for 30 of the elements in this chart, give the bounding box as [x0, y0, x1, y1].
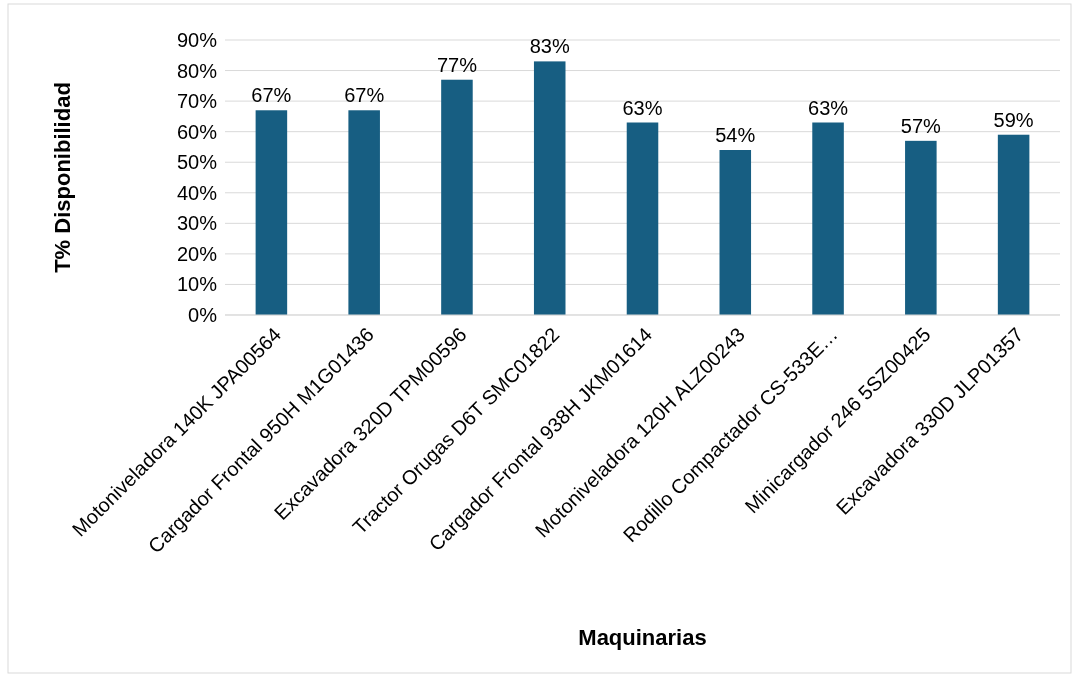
y-tick-label: 30%: [176, 212, 218, 235]
bar: [255, 110, 288, 315]
y-tick-label: 10%: [176, 273, 218, 296]
bar: [348, 110, 380, 315]
y-tick-label: 20%: [176, 242, 218, 265]
data-label: 63%: [622, 96, 663, 119]
data-label: 54%: [715, 124, 756, 146]
bar: [441, 79, 473, 315]
y-tick-label: 0%: [188, 304, 218, 326]
data-label: 67%: [251, 84, 292, 107]
x-axis-title: Maquinarias: [578, 625, 707, 650]
data-label: 77%: [436, 53, 478, 76]
data-label: 83%: [529, 35, 570, 58]
bar: [997, 134, 1030, 315]
y-tick-label: 40%: [176, 181, 218, 204]
y-tick-label: 70%: [176, 90, 218, 113]
data-label: 63%: [808, 96, 849, 119]
bar: [533, 61, 566, 315]
y-tick-label: 60%: [176, 120, 218, 143]
y-tick-label: 50%: [176, 151, 218, 174]
y-tick-label: 80%: [176, 59, 218, 82]
bar: [719, 150, 752, 315]
bar: [812, 122, 844, 315]
y-axis-title: T% Disponibilidad: [50, 82, 75, 273]
bar: [626, 122, 659, 315]
y-tick-label: 90%: [176, 29, 218, 51]
bar: [905, 140, 937, 315]
data-label: 57%: [900, 114, 942, 137]
data-label: 67%: [344, 84, 385, 107]
data-label: 59%: [993, 108, 1034, 131]
